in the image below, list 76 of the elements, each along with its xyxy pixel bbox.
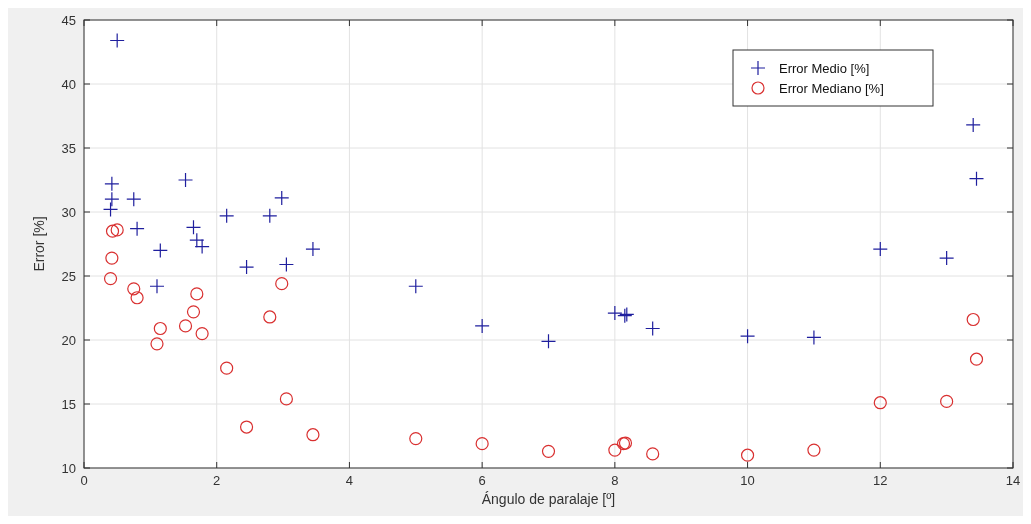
y-tick-label: 35 xyxy=(61,140,76,156)
point xyxy=(475,437,489,451)
point xyxy=(130,291,144,305)
point xyxy=(645,320,661,337)
point xyxy=(474,318,490,334)
point xyxy=(806,329,822,346)
point xyxy=(219,208,235,224)
point xyxy=(239,420,254,434)
point xyxy=(105,251,119,265)
point xyxy=(263,310,277,324)
point xyxy=(190,287,204,301)
point xyxy=(739,328,756,344)
point xyxy=(220,361,234,375)
point xyxy=(872,241,888,257)
point xyxy=(275,277,289,291)
x-tick-label: 10 xyxy=(740,473,755,488)
y-tick-label: 25 xyxy=(61,268,76,284)
point xyxy=(102,201,119,218)
point xyxy=(608,443,622,457)
point xyxy=(279,392,293,406)
point xyxy=(740,448,755,462)
point xyxy=(177,172,194,188)
point xyxy=(150,337,164,351)
x-tick-label: 8 xyxy=(611,473,619,488)
y-tick-label: 10 xyxy=(61,460,76,476)
y-tick-label: 15 xyxy=(61,396,76,412)
point xyxy=(607,305,623,321)
x-axis-title: Ángulo de paralaje [º] xyxy=(481,491,616,507)
x-tick-label: 4 xyxy=(345,473,354,488)
point xyxy=(305,241,321,257)
point xyxy=(149,278,165,294)
point xyxy=(178,319,193,333)
point xyxy=(152,242,168,258)
point xyxy=(540,333,557,349)
point xyxy=(238,259,255,275)
x-tick-label: 12 xyxy=(873,473,888,488)
point xyxy=(807,443,821,457)
y-axis-title: Error [%] xyxy=(31,216,47,272)
y-tick-label: 30 xyxy=(61,204,76,220)
point xyxy=(278,256,294,273)
x-tick-label: 14 xyxy=(1005,473,1021,488)
x-tick-label: 6 xyxy=(478,473,486,488)
point xyxy=(541,444,556,458)
point xyxy=(274,190,290,206)
point xyxy=(408,278,424,294)
point xyxy=(409,431,423,446)
point xyxy=(104,191,120,207)
point xyxy=(110,223,124,237)
point xyxy=(126,191,142,207)
point xyxy=(186,305,201,319)
y-tick-label: 40 xyxy=(61,76,76,92)
y-tick-label: 45 xyxy=(61,12,76,28)
point xyxy=(968,171,985,187)
point xyxy=(127,282,141,296)
legend-label: Error Medio [%] xyxy=(779,61,870,76)
point xyxy=(940,394,954,409)
point xyxy=(185,219,202,235)
point xyxy=(129,221,145,237)
point xyxy=(646,447,660,461)
x-tick-label: 0 xyxy=(80,473,88,488)
point xyxy=(104,176,120,192)
point xyxy=(306,428,320,442)
point xyxy=(939,250,955,266)
x-tick-label: 2 xyxy=(213,473,221,488)
point xyxy=(873,396,887,410)
point xyxy=(103,271,118,286)
legend-label: Error Mediano [%] xyxy=(779,81,884,96)
point xyxy=(966,312,980,327)
point xyxy=(153,321,167,336)
point xyxy=(969,352,984,366)
point xyxy=(109,32,125,49)
y-tick-label: 20 xyxy=(61,332,76,348)
point xyxy=(965,117,981,133)
point xyxy=(105,224,120,238)
point xyxy=(262,208,278,224)
point xyxy=(195,327,209,341)
